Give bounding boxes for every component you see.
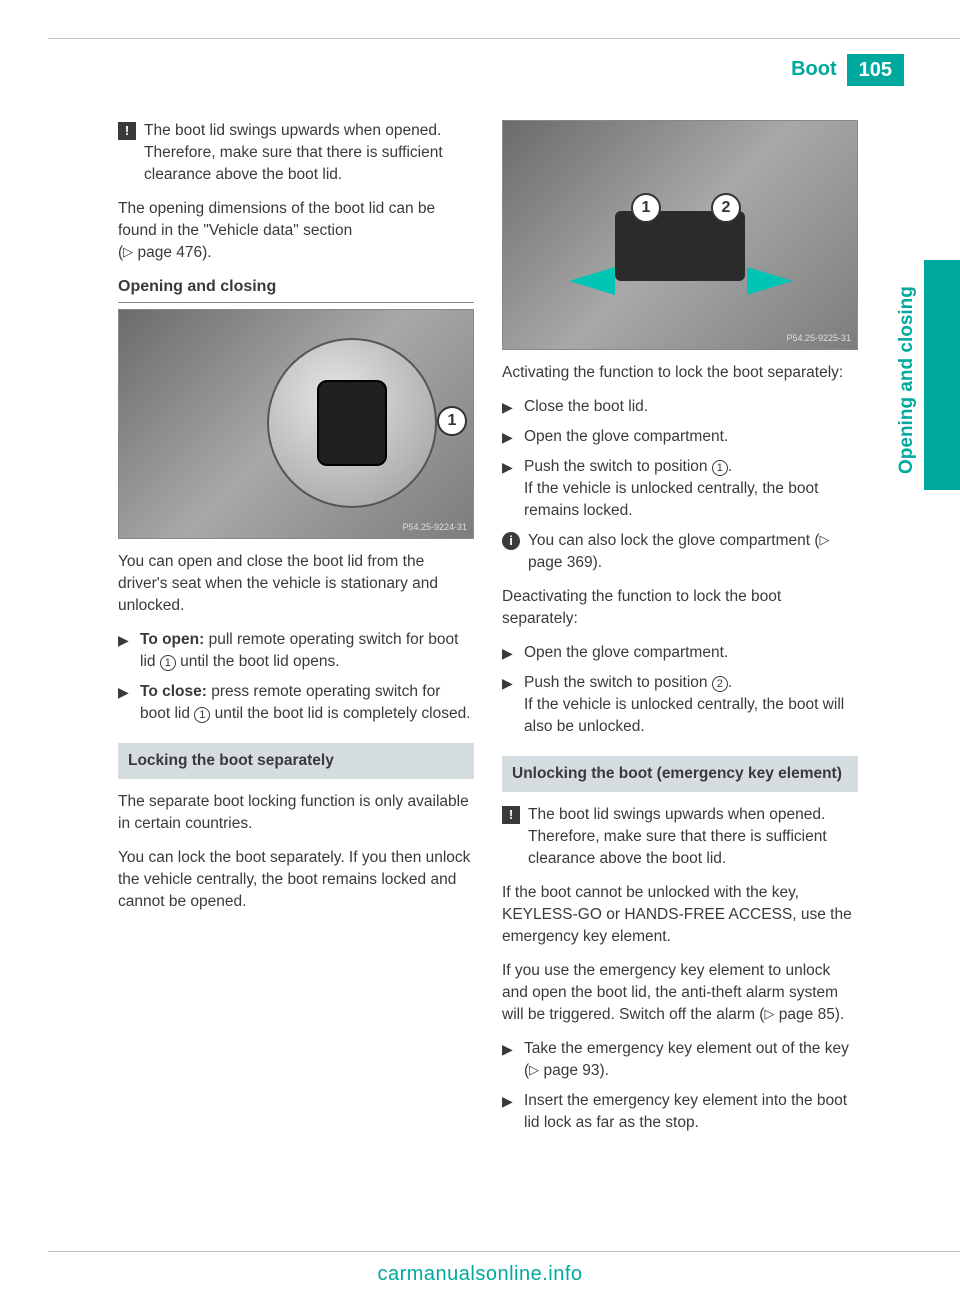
- header-title: Boot: [791, 54, 847, 86]
- page-ref-icon: ▷: [123, 244, 133, 259]
- text: The opening dimensions of the boot lid c…: [118, 200, 435, 239]
- section-heading: Locking the boot separately: [118, 743, 474, 779]
- list-item: ▶ Take the emergency key element out of …: [502, 1038, 858, 1082]
- text: You can also lock the glove compartment …: [528, 532, 820, 549]
- callout-1: 1: [437, 406, 467, 436]
- side-chapter-label: Opening and closing: [896, 250, 920, 510]
- section-heading: Unlocking the boot (emergency key elemen…: [502, 756, 858, 792]
- paragraph: Activating the function to lock the boot…: [502, 362, 858, 384]
- list-marker-icon: ▶: [502, 398, 516, 418]
- list-marker-icon: ▶: [502, 428, 516, 448]
- callout-ref-1: 1: [712, 460, 728, 476]
- list-text: To close: press remote operating switch …: [140, 681, 474, 725]
- info-text: You can also lock the glove compartment …: [528, 530, 858, 574]
- figure-boot-switch: 1 P54.25-9224-31: [118, 309, 474, 539]
- arrow-left-icon: [569, 267, 615, 295]
- caution-text: The boot lid swings upwards when opened.…: [144, 120, 474, 186]
- paragraph: You can lock the boot separately. If you…: [118, 847, 474, 913]
- text: page 476).: [137, 244, 211, 261]
- caution-note: ! The boot lid swings upwards when opene…: [118, 120, 474, 186]
- list-marker-icon: ▶: [118, 631, 132, 673]
- list-item: ▶ Open the glove compartment.: [502, 426, 858, 448]
- list-text: To open: pull remote operating switch fo…: [140, 629, 474, 673]
- paragraph: You can open and close the boot lid from…: [118, 551, 474, 617]
- list-marker-icon: ▶: [502, 1040, 516, 1082]
- paragraph: If the boot cannot be unlocked with the …: [502, 882, 858, 948]
- callout-ref-1: 1: [160, 655, 176, 671]
- text: page 93).: [543, 1062, 609, 1079]
- side-tab: [924, 260, 960, 490]
- list-item: ▶ Insert the emergency key element into …: [502, 1090, 858, 1134]
- figure-button-graphic: [317, 380, 387, 466]
- arrow-right-icon: [747, 267, 793, 295]
- text: until the boot lid opens.: [176, 653, 340, 670]
- footer-watermark: carmanualsonline.info: [0, 1263, 960, 1286]
- caution-icon: !: [502, 806, 520, 824]
- figure-glove-switch: 1 2 P54.25-9225-31: [502, 120, 858, 350]
- list-item: ▶ To open: pull remote operating switch …: [118, 629, 474, 673]
- list-marker-icon: ▶: [502, 1092, 516, 1134]
- paragraph: The opening dimensions of the boot lid c…: [118, 198, 474, 264]
- callout-ref-1: 1: [194, 707, 210, 723]
- list-item: ▶ To close: press remote operating switc…: [118, 681, 474, 725]
- list-text: Push the switch to position 1. If the ve…: [524, 456, 858, 522]
- figure-detail-circle: [267, 338, 437, 508]
- list-text: Insert the emergency key element into th…: [524, 1090, 858, 1134]
- content-area: ! The boot lid swings upwards when opene…: [118, 120, 858, 1142]
- caution-text: The boot lid swings upwards when opened.…: [528, 804, 858, 870]
- caution-icon: !: [118, 122, 136, 140]
- list-text: Take the emergency key element out of th…: [524, 1038, 858, 1082]
- text: page 85).: [779, 1006, 845, 1023]
- list-text: Open the glove compartment.: [524, 642, 728, 664]
- list-text: Open the glove compartment.: [524, 426, 728, 448]
- text: .: [728, 458, 732, 475]
- text: .: [728, 674, 732, 691]
- text: If the vehicle is unlocked centrally, th…: [524, 480, 818, 519]
- text: until the boot lid is completely closed.: [210, 705, 470, 722]
- left-column: ! The boot lid swings upwards when opene…: [118, 120, 474, 1142]
- callout-1: 1: [631, 193, 661, 223]
- page-ref-icon: ▷: [529, 1062, 539, 1077]
- figure-code: P54.25-9225-31: [786, 332, 851, 345]
- text: page 369).: [528, 554, 602, 571]
- info-icon: i: [502, 532, 520, 550]
- list-text: Push the switch to position 2. If the ve…: [524, 672, 858, 738]
- info-note: i You can also lock the glove compartmen…: [502, 530, 858, 574]
- list-item: ▶ Push the switch to position 2. If the …: [502, 672, 858, 738]
- bold-text: To close:: [140, 683, 207, 700]
- header-page-number: 105: [847, 54, 904, 86]
- list-text: Close the boot lid.: [524, 396, 648, 418]
- right-column: 1 2 P54.25-9225-31 Activating the functi…: [502, 120, 858, 1142]
- callout-ref-2: 2: [712, 676, 728, 692]
- page-ref-icon: ▷: [820, 532, 830, 547]
- caution-note: ! The boot lid swings upwards when opene…: [502, 804, 858, 870]
- list-marker-icon: ▶: [502, 674, 516, 738]
- list-item: ▶ Close the boot lid.: [502, 396, 858, 418]
- figure-code: P54.25-9224-31: [402, 521, 467, 534]
- page-header: Boot 105: [791, 54, 904, 86]
- list-marker-icon: ▶: [502, 644, 516, 664]
- subheading: Opening and closing: [118, 276, 474, 303]
- list-marker-icon: ▶: [502, 458, 516, 522]
- paragraph: If you use the emergency key element to …: [502, 960, 858, 1026]
- text: Push the switch to position: [524, 458, 712, 475]
- bold-text: To open:: [140, 631, 204, 648]
- paragraph: Deactivating the function to lock the bo…: [502, 586, 858, 630]
- list-item: ▶ Push the switch to position 1. If the …: [502, 456, 858, 522]
- paragraph: The separate boot locking function is on…: [118, 791, 474, 835]
- page-ref-icon: ▷: [764, 1006, 774, 1021]
- text: If the vehicle is unlocked centrally, th…: [524, 696, 844, 735]
- list-item: ▶ Open the glove compartment.: [502, 642, 858, 664]
- list-marker-icon: ▶: [118, 683, 132, 725]
- callout-2: 2: [711, 193, 741, 223]
- text: Push the switch to position: [524, 674, 712, 691]
